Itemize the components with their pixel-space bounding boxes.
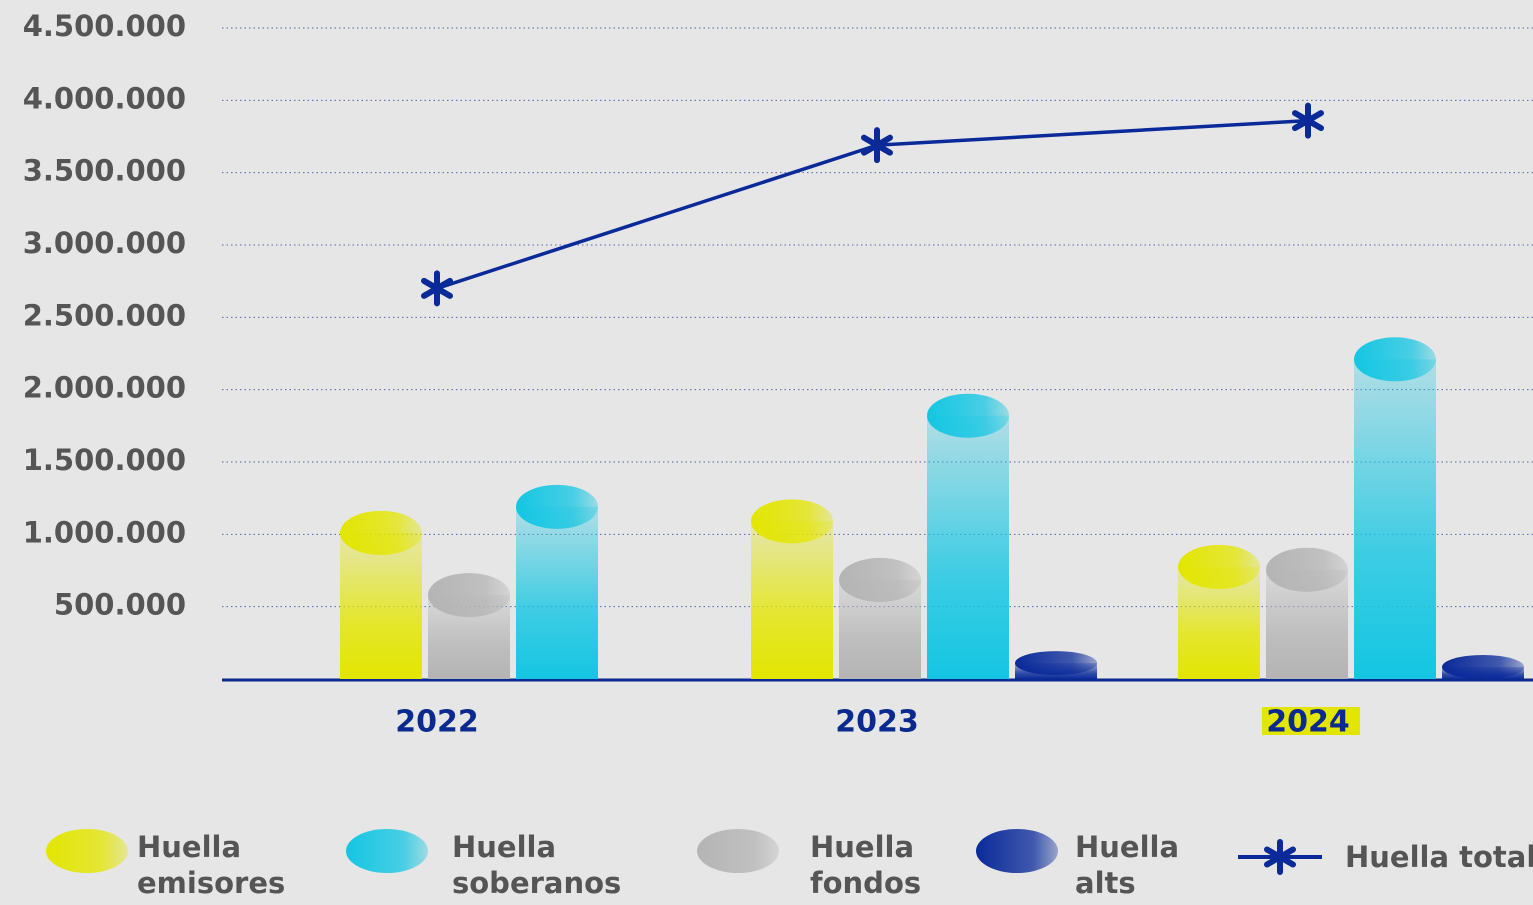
legend-label: Huella fondos <box>810 830 922 900</box>
bar-body <box>1354 359 1436 679</box>
bar-cap <box>751 499 833 544</box>
bar-cap <box>340 510 422 555</box>
bar-cap <box>428 573 510 618</box>
y-tick-label: 2.500.000 <box>23 298 186 332</box>
x-tick-label: 2023 <box>835 705 919 740</box>
y-tick-label: 1.500.000 <box>23 443 186 477</box>
legend-label: Huella soberanos <box>452 830 622 900</box>
bar-cap <box>1266 547 1348 592</box>
legend-swatch <box>697 829 779 873</box>
x-tick-label: 2022 <box>395 705 479 740</box>
bar <box>1354 337 1436 679</box>
bar <box>1266 547 1348 679</box>
legend-label: Huella total <box>1345 840 1533 874</box>
bar <box>839 557 921 679</box>
legend-swatch <box>46 829 128 873</box>
bar-body <box>927 415 1009 679</box>
y-tick-label: 4.500.000 <box>23 9 186 43</box>
bar <box>927 393 1009 679</box>
x-tick-label: 2024 <box>1266 705 1350 740</box>
y-tick-label: 3.000.000 <box>23 226 186 260</box>
legend-marker <box>1264 839 1296 875</box>
line-marker <box>421 270 453 307</box>
bar-body <box>751 521 833 679</box>
legend-label: Huella alts <box>1075 830 1180 900</box>
bar <box>340 510 422 679</box>
legend-swatch <box>346 829 428 873</box>
bar-body <box>516 506 598 679</box>
y-tick-label: 3.500.000 <box>23 154 186 188</box>
bar-cap <box>516 484 598 529</box>
y-tick-label: 500.000 <box>54 588 186 622</box>
legend-label: Huella emisores <box>137 830 286 900</box>
y-tick-label: 4.000.000 <box>23 81 186 115</box>
bar <box>751 499 833 679</box>
legend-swatch <box>976 829 1058 873</box>
highlight <box>1262 707 1360 735</box>
bar-body <box>340 532 422 679</box>
bar-cap <box>1442 654 1524 679</box>
y-tick-label: 1.000.000 <box>23 515 186 549</box>
line-marker <box>1292 102 1324 139</box>
bar <box>428 573 510 679</box>
bar-cap <box>839 557 921 602</box>
bar-cap <box>927 393 1009 438</box>
y-tick-label: 2.000.000 <box>23 371 186 405</box>
bar <box>1178 544 1260 679</box>
bar-cap <box>1015 651 1097 676</box>
bar <box>1015 651 1097 679</box>
line-marker <box>861 127 893 164</box>
bar <box>1442 654 1524 679</box>
bar-cap <box>1354 337 1436 382</box>
bar <box>516 484 598 679</box>
bar-cap <box>1178 544 1260 589</box>
